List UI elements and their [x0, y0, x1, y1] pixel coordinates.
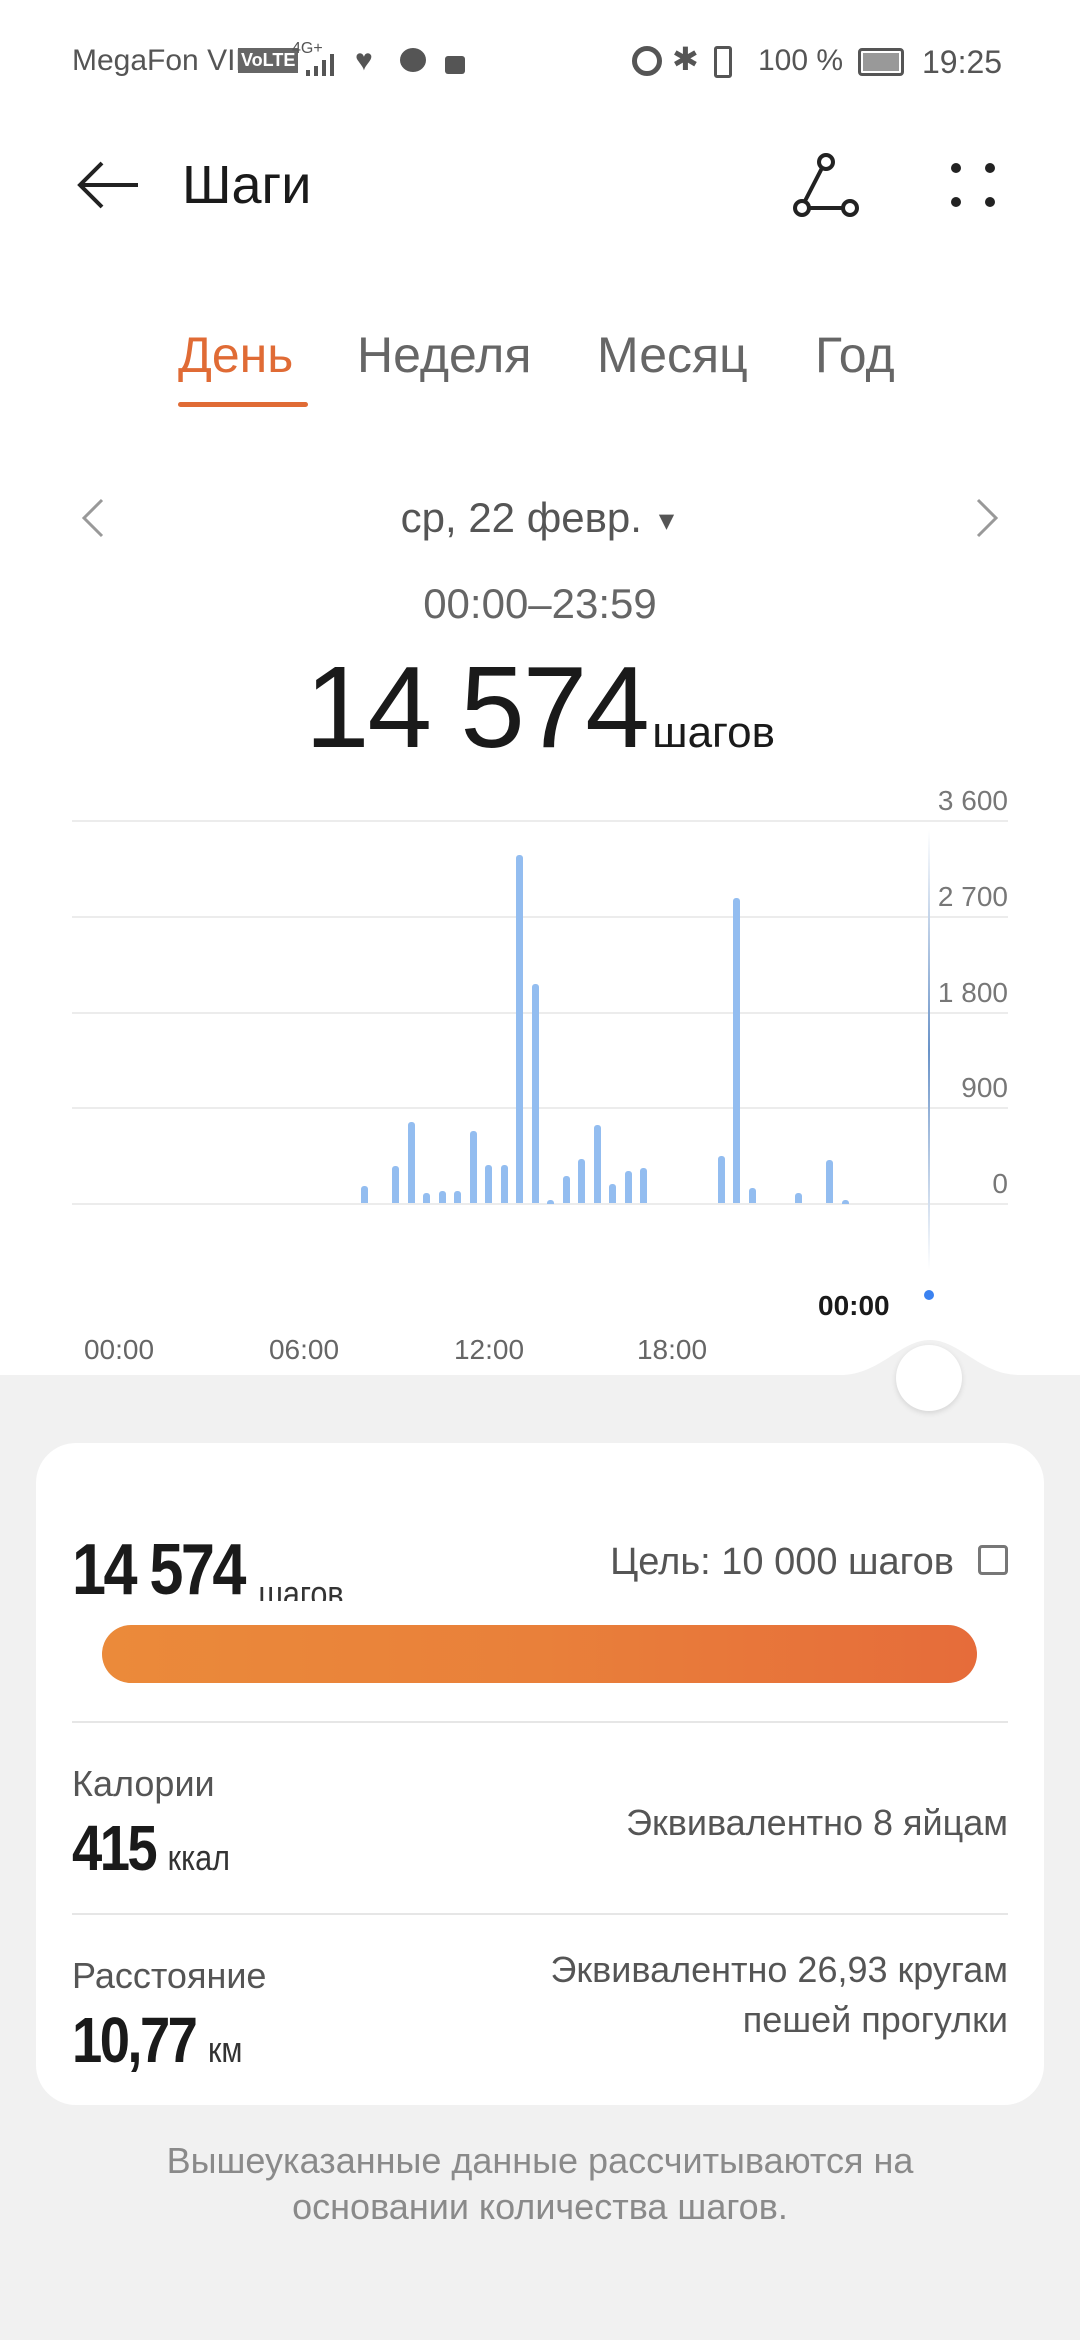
chart-bar [795, 1193, 803, 1203]
battery-icon [858, 48, 904, 76]
tab-day[interactable]: День [178, 327, 294, 383]
calories-unit: ккал [167, 1837, 231, 1878]
calories-equivalent: Эквивалентно 8 яйцам [626, 1802, 1008, 1843]
tab-year[interactable]: Год [815, 327, 895, 383]
goal-progress-fill [102, 1625, 977, 1683]
edit-icon[interactable] [978, 1545, 1008, 1575]
chart-bar [640, 1168, 648, 1203]
calories-label: Калории [72, 1763, 215, 1804]
distance-equivalent: Эквивалентно 26,93 кругам пешей прогулки [551, 1945, 1008, 2045]
chat-icon [400, 48, 426, 72]
distance-value: 10,77 [72, 2004, 198, 2076]
top-section [0, 0, 1080, 1375]
battery-percent: 100 % [758, 44, 844, 77]
vibrate-icon [714, 46, 732, 78]
divider [72, 1721, 1008, 1723]
footnote-line2: основании количества шагов. [292, 2186, 788, 2227]
card-steps-value: 14 574 [72, 1530, 246, 1610]
card-steps: 14 574 шагов [72, 1529, 344, 1611]
unlock-icon [445, 56, 465, 74]
total-steps-value: 14 574 [305, 642, 650, 772]
chart-bar [531, 983, 539, 1203]
chart-bar [500, 1164, 508, 1203]
chevron-right-icon[interactable] [972, 496, 1002, 540]
distance-label: Расстояние [72, 1955, 267, 1996]
distance-equiv-line1: Эквивалентно 26,93 кругам [550, 1949, 1008, 1990]
gridline [72, 1107, 1008, 1109]
y-tick: 3 600 [937, 785, 1008, 816]
x-tick: 18:00 [636, 1334, 708, 1365]
y-tick: 900 [961, 1072, 1008, 1103]
y-tick: 1 800 [937, 977, 1008, 1008]
chart-bar [826, 1160, 834, 1203]
y-tick: 2 700 [937, 881, 1008, 912]
goal-label: Цель: 10 000 шагов [610, 1541, 954, 1583]
clock: 19:25 [922, 44, 1003, 80]
more-icon[interactable] [948, 160, 998, 210]
card-steps-unit: шагов [258, 1573, 344, 1601]
chart-bar [624, 1171, 632, 1203]
heart-icon: ♥ [355, 44, 373, 77]
chart-bar [562, 1176, 570, 1203]
chart-bar [407, 1122, 415, 1203]
gridline [72, 1012, 1008, 1014]
divider [72, 1913, 1008, 1915]
total-steps-unit: шагов [652, 708, 775, 757]
tab-month[interactable]: Месяц [597, 327, 748, 383]
calories-value: 415 [72, 1812, 158, 1884]
chart-bar [578, 1158, 586, 1203]
cursor-line[interactable] [928, 830, 930, 1270]
chart-bar [392, 1165, 400, 1203]
summary-card: 14 574 шагов Цель: 10 000 шагов Калории … [36, 1443, 1044, 2105]
time-slider-handle[interactable] [896, 1345, 962, 1411]
calories: 415 ккал [72, 1811, 230, 1885]
x-tick: 12:00 [453, 1334, 525, 1365]
share-icon[interactable] [790, 150, 862, 220]
arrow-left-icon[interactable] [72, 160, 142, 210]
carrier: MegaFon VIP [72, 44, 256, 77]
gridline [72, 820, 1008, 822]
chart-bar [609, 1184, 617, 1203]
x-tick: 06:00 [268, 1334, 340, 1365]
chevron-left-icon[interactable] [78, 496, 108, 540]
distance-unit: км [207, 2029, 243, 2070]
chart-bar [423, 1193, 431, 1203]
signal-icon [300, 52, 346, 76]
dropdown-icon: ▼ [653, 505, 680, 536]
chart-bar [469, 1131, 477, 1203]
network-type: 4G+ [292, 40, 323, 57]
chart-bar [841, 1200, 849, 1205]
y-tick: 0 [992, 1168, 1008, 1199]
chart-bar [733, 897, 741, 1203]
x-tick: 00:00 [83, 1334, 155, 1365]
bluetooth-icon: ✱ [672, 41, 699, 77]
page-title: Шаги [182, 155, 312, 215]
time-range: 00:00–23:59 [423, 580, 657, 627]
chart-bar [485, 1164, 493, 1203]
goal-progress-bar [102, 1625, 977, 1683]
chart-bar [516, 855, 524, 1203]
cursor-label: 00:00 [818, 1290, 890, 1321]
cursor-dot [924, 1290, 934, 1300]
gridline [72, 1203, 1008, 1205]
chart-bar [748, 1188, 756, 1203]
footnote: Вышеуказанные данные рассчитываются на о… [0, 2138, 1080, 2230]
alarm-icon [632, 46, 662, 76]
chart-bar [717, 1155, 725, 1203]
date-label: ср, 22 февр. [400, 494, 642, 541]
volte-badge: VoLTE [238, 48, 299, 73]
chart-bar [547, 1200, 555, 1205]
chart-bar [438, 1190, 446, 1203]
total-steps: 14 574 шагов [0, 640, 1080, 774]
footnote-line1: Вышеуказанные данные рассчитываются на [166, 2140, 914, 2181]
tab-indicator [178, 402, 308, 407]
tab-week[interactable]: Неделя [357, 327, 532, 383]
chart-bar [454, 1190, 462, 1203]
distance-equiv-line2: пешей прогулки [742, 1999, 1008, 2040]
distance: 10,77 км [72, 2003, 242, 2077]
chart-bar [593, 1124, 601, 1203]
chart-bar [361, 1185, 369, 1203]
gridline [72, 916, 1008, 918]
date-selector[interactable]: ср, 22 февр. ▼ [0, 494, 1080, 542]
